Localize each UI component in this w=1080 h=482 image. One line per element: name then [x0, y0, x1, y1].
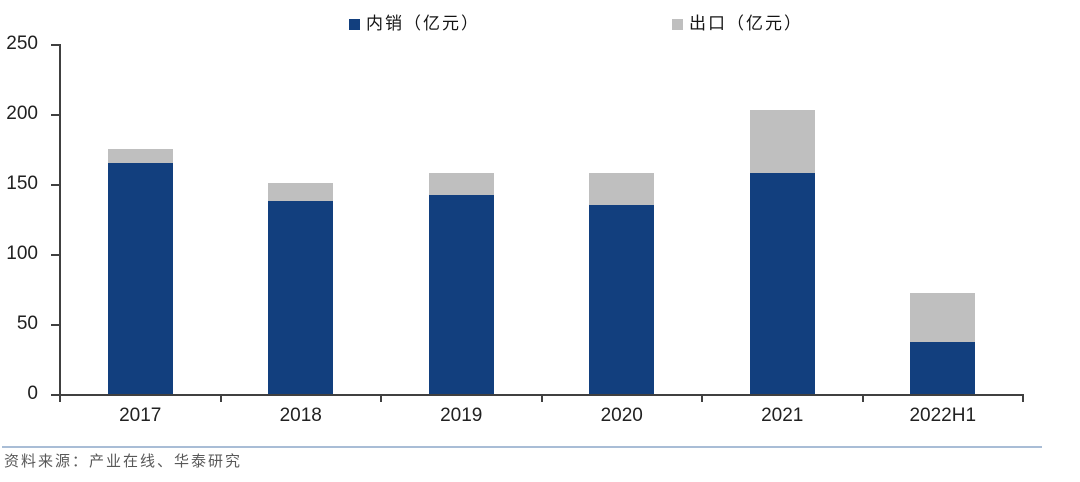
y-tick: [51, 324, 59, 326]
y-tick-label: 250: [6, 33, 38, 54]
bar-export-2017: [107, 149, 173, 163]
x-tick: [1022, 396, 1024, 402]
x-axis-label: 2022H1: [909, 405, 977, 426]
source-note: 资料来源：产业在线、华泰研究: [4, 452, 243, 470]
x-axis-label: 2021: [761, 405, 804, 426]
bar-domestic-2020: [589, 205, 655, 394]
y-tick-label: 50: [16, 313, 38, 334]
y-tick: [51, 254, 59, 256]
x-tick: [219, 396, 222, 402]
legend-item-domestic: 内销（亿元）: [349, 13, 480, 35]
bar-domestic-2022H1: [910, 342, 976, 394]
bar-domestic-2018: [268, 200, 334, 394]
x-axis-label: 2018: [279, 405, 322, 426]
y-axis-line: [59, 44, 61, 394]
footer-divider: [2, 446, 1042, 448]
y-tick-label: 100: [6, 243, 38, 264]
legend-item-export: 出口（亿元）: [672, 13, 803, 35]
y-tick-label: 200: [6, 103, 38, 124]
x-axis-label: 2019: [440, 405, 483, 426]
bar-export-2021: [749, 109, 815, 173]
legend-swatch-domestic-icon: [349, 18, 360, 30]
bar-domestic-2019: [428, 195, 494, 394]
bar-export-2022H1: [910, 293, 976, 343]
x-tick: [701, 396, 703, 402]
legend-label-domestic: 内销（亿元）: [366, 14, 480, 34]
legend-label-export: 出口（亿元）: [689, 14, 803, 34]
x-tick: [861, 396, 864, 402]
bar-export-2020: [589, 172, 655, 205]
legend-swatch-export-icon: [672, 18, 683, 30]
y-tick: [51, 44, 59, 46]
bar-export-2019: [428, 172, 494, 196]
y-tick: [51, 184, 59, 186]
y-tick-label: 150: [6, 173, 38, 194]
x-tick: [540, 396, 543, 402]
x-tick: [380, 396, 382, 402]
bar-export-2018: [268, 182, 334, 201]
x-axis-label: 2017: [119, 405, 162, 426]
y-tick-label: 0: [27, 383, 38, 404]
bar-domestic-2021: [749, 172, 815, 394]
x-axis-label: 2020: [600, 405, 643, 426]
x-axis-line: [59, 394, 1024, 396]
bar-domestic-2017: [107, 163, 173, 394]
y-tick: [51, 114, 59, 116]
x-tick: [59, 396, 61, 402]
y-tick: [51, 394, 59, 396]
